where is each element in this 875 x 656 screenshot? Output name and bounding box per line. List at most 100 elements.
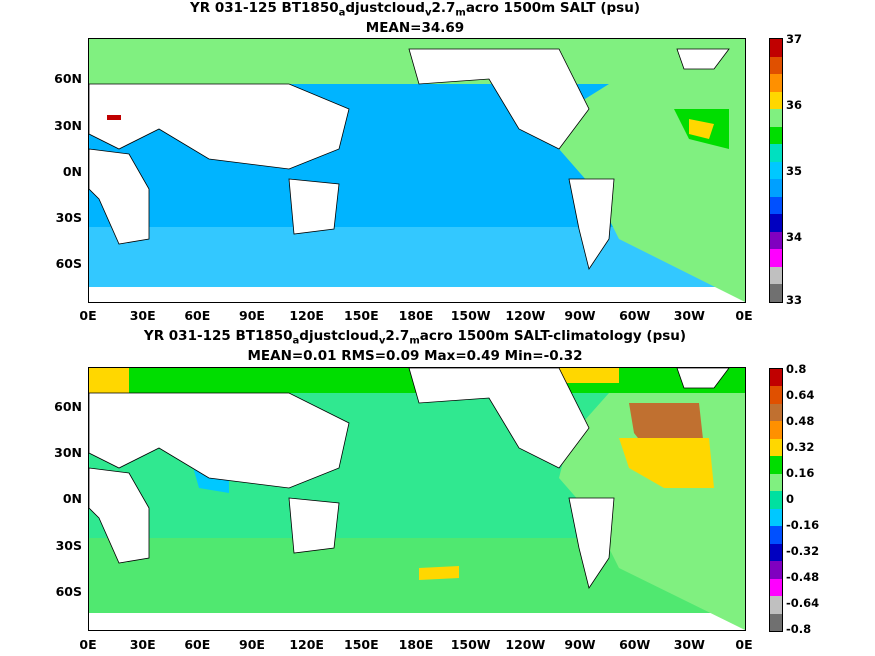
lon-label: 60E xyxy=(184,308,211,323)
colorbar-segment xyxy=(770,196,782,215)
cbar1-label: 33 xyxy=(786,293,803,307)
colorbar-segment xyxy=(770,613,782,632)
lon-label: 150W xyxy=(450,308,491,323)
lat-label: 30S xyxy=(55,210,82,225)
atlantic-max xyxy=(689,119,714,139)
greenland xyxy=(676,368,730,389)
colorbar-segment xyxy=(770,508,782,527)
cbar1-label: 36 xyxy=(786,98,803,112)
title-subscript: v xyxy=(378,335,386,347)
cbar1-label: 34 xyxy=(786,230,803,244)
panel1-map xyxy=(88,38,746,303)
title-subscript: m xyxy=(455,7,466,19)
colorbar-segment xyxy=(770,561,782,580)
panel2-map-svg xyxy=(89,368,745,630)
lon-label: 0E xyxy=(79,308,97,323)
colorbar-segment xyxy=(770,56,782,75)
panel2-stats: MEAN=0.01 RMS=0.09 Max=0.49 Min=-0.32 xyxy=(247,348,583,364)
north-america xyxy=(408,48,590,150)
title-subscript: a xyxy=(338,7,346,19)
lat-label: 60S xyxy=(55,584,82,599)
north-america xyxy=(408,368,590,469)
south-america xyxy=(568,497,615,589)
title-text: YR 031-125 BT1850 xyxy=(143,328,293,344)
colorbar-segment xyxy=(770,456,782,475)
panel2-colorbar xyxy=(769,368,783,632)
colorbar-segment xyxy=(770,249,782,268)
lon-label: 150E xyxy=(344,637,379,652)
panel1-title: YR 031-125 BT1850adjustcloudv2.7macro 15… xyxy=(0,0,830,22)
colorbar-segment xyxy=(770,39,782,58)
australia xyxy=(288,497,340,554)
colorbar-segment xyxy=(770,91,782,110)
lon-label: 0E xyxy=(735,308,753,323)
cbar2-label: 0.8 xyxy=(786,362,807,376)
lon-label: 120E xyxy=(289,308,324,323)
cbar2-label: 0.16 xyxy=(786,466,815,480)
colorbar-segment xyxy=(770,161,782,180)
panel2-title: YR 031-125 BT1850adjustcloudv2.7macro 15… xyxy=(0,328,830,350)
cbar1-label: 37 xyxy=(786,32,803,46)
lon-label: 120E xyxy=(289,637,324,652)
lat-label: 0N xyxy=(62,164,82,179)
title-text: acro 1500m SALT-climatology (psu) xyxy=(419,328,687,344)
eurasia xyxy=(89,83,350,170)
colorbar-segment xyxy=(770,144,782,163)
lat-label: 30S xyxy=(55,538,82,553)
lon-label: 0E xyxy=(79,637,97,652)
lon-label: 0E xyxy=(735,637,753,652)
colorbar-segment xyxy=(770,369,782,387)
colorbar-segment xyxy=(770,543,782,562)
lat-label: 60N xyxy=(54,399,82,414)
antarctica xyxy=(89,287,745,302)
colorbar-segment xyxy=(770,578,782,597)
colorbar-segment xyxy=(770,438,782,457)
colorbar-segment xyxy=(770,214,782,233)
panel1-title-line1: YR 031-125 BT1850adjustcloudv2.7macro 15… xyxy=(190,0,640,19)
africa xyxy=(89,148,150,245)
lon-label: 60W xyxy=(619,637,651,652)
lon-label: 30E xyxy=(129,637,156,652)
lat-label: 60N xyxy=(54,71,82,86)
lat-label: 0N xyxy=(62,491,82,506)
lon-label: 180E xyxy=(398,308,434,323)
cbar1-label: 35 xyxy=(786,164,803,178)
panel2-title-line1: YR 031-125 BT1850adjustcloudv2.7macro 15… xyxy=(143,328,687,347)
lat-label: 60S xyxy=(55,256,82,271)
lon-label: 60E xyxy=(184,637,211,652)
colorbar-segment xyxy=(770,266,782,285)
north-atlantic-yellow xyxy=(619,438,714,488)
colorbar-segment xyxy=(770,74,782,93)
south-america xyxy=(568,178,615,270)
lon-label: 150E xyxy=(344,308,379,323)
title-text: acro 1500m SALT (psu) xyxy=(465,0,640,16)
title-text: djustcloud xyxy=(299,328,379,344)
panel2-map xyxy=(88,367,746,631)
colorbar-segment xyxy=(770,109,782,128)
lon-label: 30W xyxy=(673,308,705,323)
lon-label: 150W xyxy=(450,637,491,652)
panel1-colorbar xyxy=(769,38,783,303)
colorbar-segment xyxy=(770,231,782,250)
panel1-mean: MEAN=34.69 xyxy=(365,20,465,36)
antarctica xyxy=(89,613,745,630)
lon-label: 120W xyxy=(505,637,546,652)
cbar2-label: -0.64 xyxy=(786,596,820,610)
lon-label: 120W xyxy=(505,308,546,323)
arctic-yellow xyxy=(89,368,129,393)
title-text: YR 031-125 BT1850 xyxy=(190,0,339,16)
colorbar-segment xyxy=(770,473,782,492)
cbar2-label: -0.32 xyxy=(786,544,820,558)
panel1-map-svg xyxy=(89,39,745,302)
lat-label: 30N xyxy=(54,118,82,133)
cbar2-label: 0.64 xyxy=(786,388,815,402)
colorbar-segment xyxy=(770,386,782,405)
title-subscript: a xyxy=(292,335,300,347)
eurasia xyxy=(89,392,350,489)
title-subscript: v xyxy=(424,7,432,19)
title-text: 2.7 xyxy=(431,0,456,16)
title-text: djustcloud xyxy=(345,0,425,16)
panel1-subtitle: MEAN=34.69 xyxy=(0,20,830,37)
colorbar-segment xyxy=(770,126,782,145)
title-subscript: m xyxy=(409,335,420,347)
